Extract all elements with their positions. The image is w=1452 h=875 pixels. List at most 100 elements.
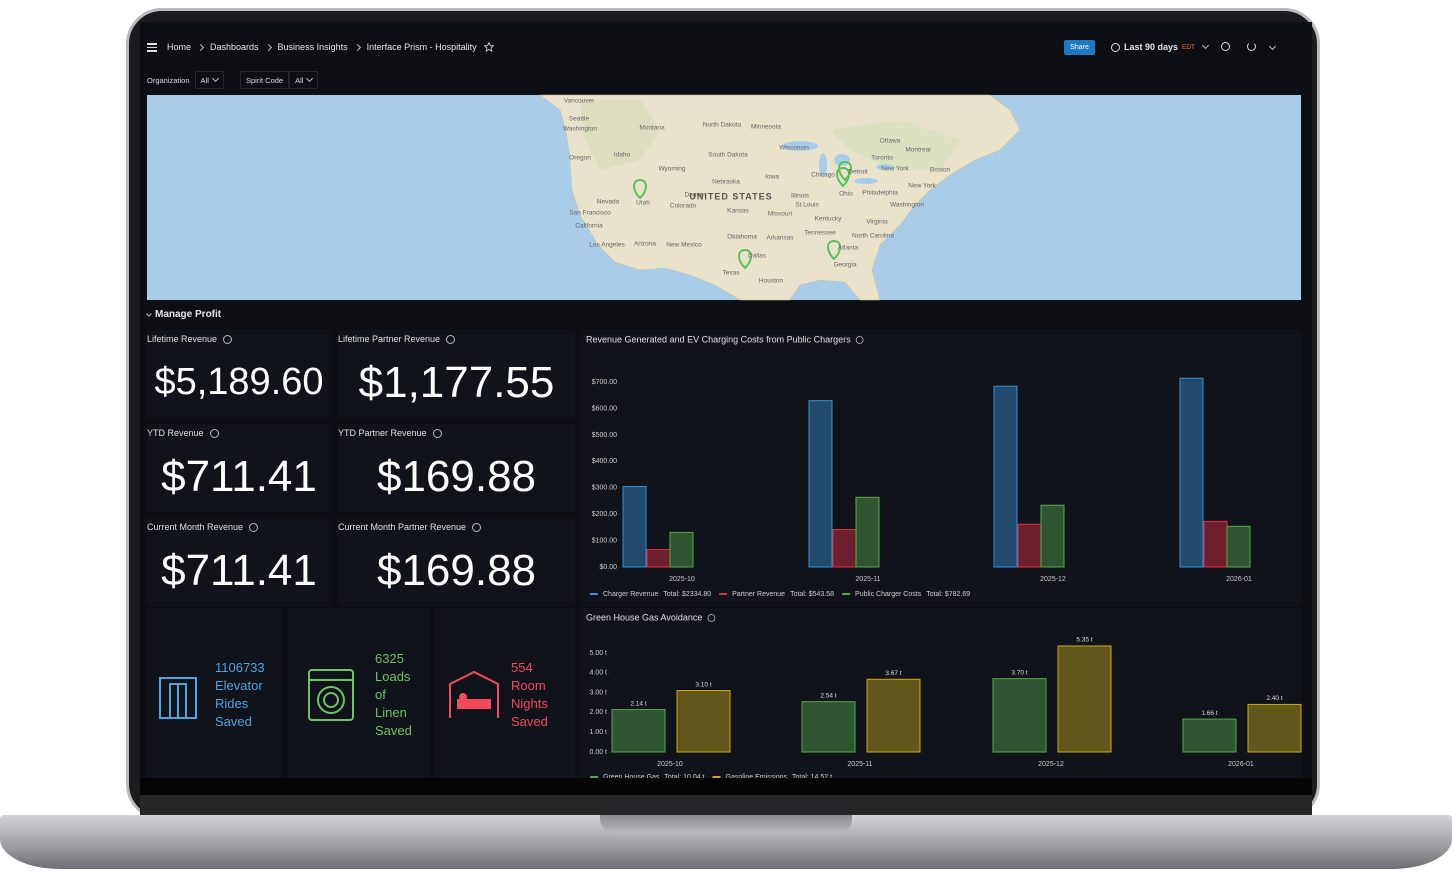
dashboard: Home Dashboards Business Insights Interf… — [140, 22, 1312, 778]
map-label: California — [575, 223, 603, 230]
map-label: Nebraska — [712, 179, 740, 186]
stat-title-row: YTD Partner Revenue — [338, 428, 442, 438]
zoom-out-button[interactable] — [1221, 42, 1230, 51]
counter-value: 1106733 — [215, 660, 265, 675]
map-label: Wisconsin — [779, 145, 809, 152]
map-label: Montana — [639, 125, 665, 132]
stat-panel: YTD Revenue $711.41 — [147, 424, 331, 512]
filter-select[interactable]: All — [194, 71, 224, 89]
map-label: Washington — [563, 126, 597, 133]
clock-icon — [1111, 42, 1120, 52]
stat-value: $169.88 — [376, 545, 537, 595]
map-label: Oregon — [569, 155, 591, 162]
map-label: San Francisco — [569, 210, 611, 217]
time-range: Last 90 days — [1124, 42, 1179, 52]
map-label: Los Angeles — [589, 242, 625, 249]
map-terrain — [830, 120, 960, 170]
map-label: Atlanta — [838, 245, 859, 252]
info-icon — [249, 522, 259, 532]
map-label: Oklahoma — [727, 234, 757, 241]
map-label: Utah — [636, 200, 650, 207]
stat-title-row: Current Month Revenue — [147, 522, 259, 532]
stat-title: YTD Partner Revenue — [338, 428, 427, 438]
map-label: Iowa — [765, 174, 779, 181]
stat-panel: Current Month Revenue $711.41 — [147, 518, 331, 606]
map-label: Idaho — [614, 152, 631, 159]
map-label: New York — [908, 183, 936, 190]
map-label: Montreal — [905, 147, 931, 154]
breadcrumb-item[interactable]: Dashboards — [210, 42, 259, 52]
map-label: Toronto — [871, 155, 893, 162]
chart-panel — [580, 330, 1302, 606]
stat-value: $169.88 — [376, 451, 537, 501]
map-pin — [838, 160, 852, 182]
info-icon — [209, 428, 219, 438]
stat-value: $5,189.60 — [154, 361, 324, 404]
info-icon — [472, 522, 482, 532]
refresh-menu[interactable] — [1268, 42, 1277, 51]
map-label: Wyoming — [658, 166, 685, 173]
stat-title-row: YTD Revenue — [147, 428, 219, 438]
chevron — [1201, 41, 1210, 50]
lake — [876, 164, 894, 170]
refresh-button[interactable] — [1247, 42, 1256, 51]
lake — [834, 154, 850, 166]
chevron — [211, 74, 219, 83]
map-label: Kentucky — [815, 216, 842, 223]
stat-title: Lifetime Revenue — [147, 334, 218, 344]
filter-select[interactable]: All — [289, 71, 319, 89]
counter-value: 554 — [511, 660, 533, 675]
map-label: Illinois — [791, 193, 810, 200]
stat-value: $711.41 — [161, 451, 317, 501]
map-ocean — [147, 95, 1301, 300]
map-label: UNITED STATES — [689, 191, 772, 201]
map-label: Ohio — [839, 191, 853, 198]
filter-value: All — [295, 75, 304, 85]
info-icon — [432, 428, 442, 438]
map-label: Seattle — [569, 116, 590, 123]
star-icon[interactable] — [483, 42, 494, 52]
map-label: Kansas — [727, 208, 749, 215]
map-pin — [827, 239, 841, 261]
lake — [854, 178, 878, 184]
time-picker[interactable]: Last 90 days EDT — [1111, 41, 1210, 52]
map-label: Nevada — [597, 199, 620, 206]
map-label: North Carolina — [852, 233, 894, 240]
counter-label: Room Nights Saved — [511, 678, 548, 729]
map-label: Vancouver — [564, 98, 595, 105]
map-label: Virginia — [866, 219, 888, 226]
map-label: Minnesota — [751, 124, 781, 131]
laptop-notch — [600, 815, 852, 833]
breadcrumb-item[interactable]: Business Insights — [277, 42, 348, 52]
map-label: Tennessee — [804, 230, 836, 237]
chart-panel — [580, 608, 1302, 778]
breadcrumb-item[interactable]: Home — [167, 42, 192, 52]
stat-panel: Lifetime Revenue $5,189.60 — [147, 330, 331, 418]
map-label: South Dakota — [708, 152, 748, 159]
share-button[interactable]: Share — [1064, 40, 1095, 55]
map-label: New York — [881, 166, 909, 173]
zoom-in[interactable]: + — [147, 100, 159, 112]
counter-text: 6325 Loads of Linen Saved — [375, 650, 420, 740]
map-label: Dallas — [748, 253, 767, 260]
counter-text: 1106733 Elevator Rides Saved — [215, 659, 270, 731]
stat-panel: YTD Partner Revenue $169.88 — [338, 424, 575, 512]
map-label: St Louis — [795, 202, 819, 209]
filter-label: Organization — [147, 71, 195, 89]
map-label: Arkansas — [766, 235, 794, 242]
map-label: North Dakota — [703, 122, 742, 129]
timezone: EDT — [1182, 43, 1196, 51]
menu-icon[interactable] — [147, 43, 157, 52]
lake — [782, 141, 818, 151]
stat-value: $1,177.55 — [358, 357, 555, 407]
filter-label: Spirit Code — [240, 71, 290, 89]
stat-title-row: Lifetime Revenue — [147, 334, 233, 344]
stat-title-row: Current Month Partner Revenue — [338, 522, 482, 532]
chevron — [264, 43, 272, 51]
info-icon — [446, 334, 456, 344]
section-row[interactable]: Manage Profit — [146, 309, 221, 320]
map-terrain — [580, 100, 660, 170]
zoom-out[interactable]: − — [147, 113, 159, 125]
filter-value: All — [200, 75, 209, 85]
